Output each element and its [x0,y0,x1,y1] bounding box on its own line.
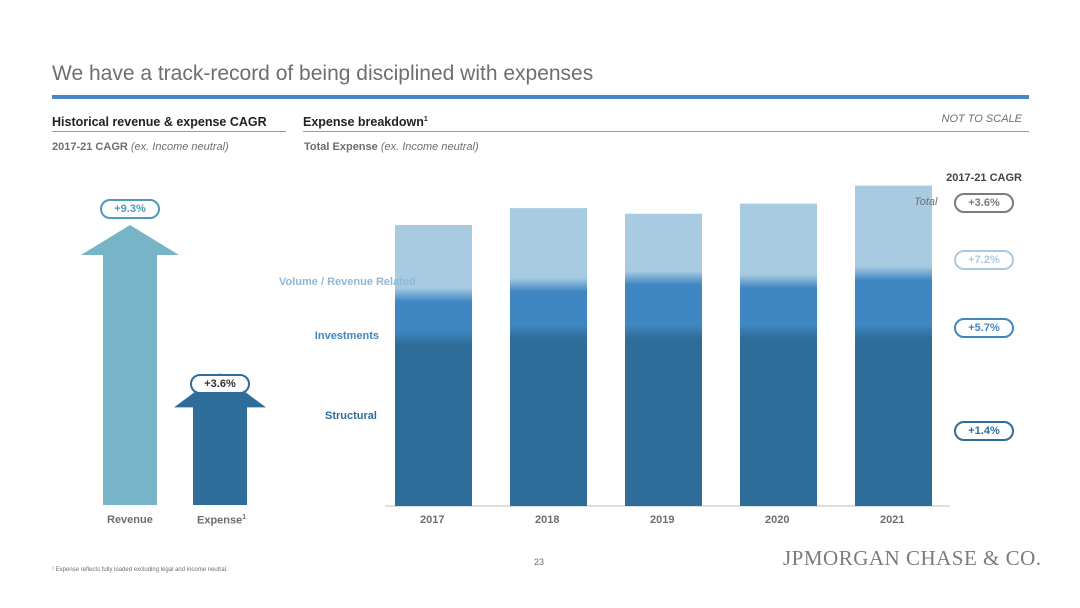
right-subtitle-italic: (ex. Income neutral) [380,141,479,153]
year-label: 2019 [650,514,675,526]
segment-blend-structural-investments [740,324,817,339]
expense-axis-label-text: Expense [197,514,243,527]
volume-cagr-badge: +7.2% [954,250,1014,270]
revenue-axis-label: Revenue [107,514,153,526]
cagr-column-header: 2017-21 CAGR [946,172,1022,184]
total-label: Total [914,196,938,208]
left-subtitle-italic: (ex. Income neutral) [130,141,229,153]
total-cagr-badge: +3.6% [954,193,1014,213]
investments-cagr-badge: +5.7% [954,318,1014,338]
bar-segment-investments [510,284,587,332]
bar-segment-volume [395,224,472,295]
title-rule [52,95,1029,99]
segment-blend-structural-investments [625,324,702,339]
right-subtitle-bold: Total Expense [304,141,378,153]
bar-segment-structural [740,331,817,506]
bar-segment-structural [510,331,587,506]
segment-blend-structural-investments [395,330,472,345]
right-heading-sup: 1 [423,115,428,123]
bar-segment-investments [625,277,702,332]
right-panel-heading: Expense breakdown1 [303,115,428,129]
segment-label-investments: Investments [314,330,379,342]
bar-segment-volume [510,208,587,285]
segment-label-volume: Volume / Revenue Related [279,276,416,288]
not-to-scale-note: NOT TO SCALE [941,113,1022,125]
segment-blend-investments-volume [740,274,817,289]
page-title: We have a track-record of being discipli… [52,62,594,85]
expense-axis-label: Expense1 [197,514,246,527]
bar-segment-volume [740,203,817,282]
segment-blend-investments-volume [625,270,702,285]
bar-segment-volume [625,213,702,278]
bar-segment-structural [625,331,702,506]
segment-blend-investments-volume [395,287,472,302]
right-heading-text: Expense breakdown [303,115,424,129]
left-panel-divider [52,131,286,132]
bar-segment-investments [855,273,932,332]
year-label: 2018 [535,514,560,526]
segment-blend-structural-investments [855,324,932,339]
expense-cagr-badge: +3.6% [190,374,250,394]
segment-blend-structural-investments [510,324,587,339]
bar-segment-investments [740,281,817,332]
structural-cagr-badge: +1.4% [954,421,1014,441]
year-label: 2021 [880,514,905,526]
right-panel-divider [303,131,1029,132]
jpmorgan-logo: JPMORGAN CHASE & CO. [783,546,1042,570]
cagr-arrow-chart [81,225,266,505]
segment-label-structural: Structural [325,410,377,422]
bar-segment-investments [395,294,472,338]
bar-segment-volume [855,185,932,274]
segment-blend-investments-volume [855,266,932,281]
left-panel-heading: Historical revenue & expense CAGR [52,115,267,129]
year-label: 2020 [765,514,790,526]
revenue-arrow [81,225,179,505]
left-panel-subtitle: 2017-21 CAGR (ex. Income neutral) [52,141,229,153]
right-panel-subtitle: Total Expense (ex. Income neutral) [304,141,479,153]
bar-segment-structural [395,337,472,506]
footnote: ¹ Expense reflects fully loaded excludin… [52,567,228,573]
segment-blend-investments-volume [510,277,587,292]
year-label: 2017 [420,514,445,526]
bar-segment-structural [855,331,932,506]
expense-axis-label-sup: 1 [242,514,247,521]
revenue-cagr-badge: +9.3% [100,199,160,219]
page-number: 23 [534,557,545,567]
left-subtitle-bold: 2017-21 CAGR [52,141,128,153]
expense-arrow [174,373,266,505]
